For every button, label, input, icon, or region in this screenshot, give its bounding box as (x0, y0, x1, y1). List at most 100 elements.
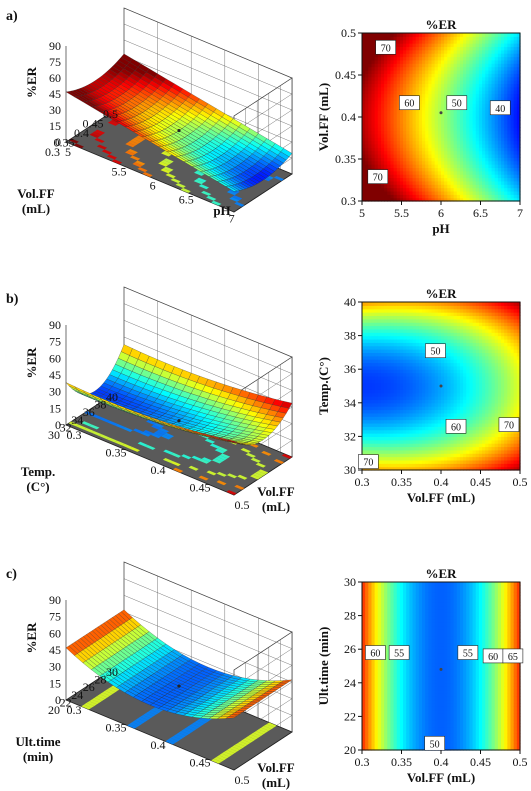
contour-cell (365, 80, 369, 84)
contour-cell (365, 177, 369, 182)
contour-cell (362, 80, 366, 84)
contour-cell (380, 187, 385, 192)
contour-cell (365, 76, 369, 81)
contour-cell (380, 143, 385, 148)
contour-cell (374, 73, 379, 78)
contour-cell (374, 106, 379, 111)
contour-cell (362, 130, 366, 135)
contour-cell (365, 110, 369, 115)
contour-cell (368, 43, 373, 48)
contour-cell (365, 170, 369, 175)
base-contour-cell (135, 135, 147, 141)
contour-cell (368, 59, 373, 64)
contour-cell (368, 164, 373, 168)
contour-cell (380, 93, 385, 98)
contour-cell (362, 69, 366, 74)
z-tick-label: 0 (55, 135, 61, 149)
contour-cell (380, 194, 385, 199)
contour-cell (371, 86, 376, 91)
contour-cell (368, 100, 373, 105)
contour-cell (374, 153, 379, 158)
contour-cell (365, 153, 369, 158)
contour-cell (368, 49, 373, 54)
y-axis-label: Temp. (21, 464, 56, 479)
contour-cell (377, 113, 382, 118)
surface-plot-a: 0153045607590%ER5.566.570.50.450.40.350.… (6, 7, 293, 226)
contour-cell (380, 153, 385, 158)
contour-cell (365, 63, 369, 68)
contour-cell (362, 147, 366, 152)
contour-cell (362, 184, 366, 189)
wall-grid-line (123, 39, 293, 111)
contour-cell (368, 113, 373, 118)
contour-cell (371, 117, 376, 121)
contour-cell (368, 73, 373, 78)
contour-cell (380, 59, 385, 64)
z-tick-label: 30 (49, 103, 61, 117)
contour-cell (384, 106, 388, 111)
contour-cell (371, 113, 376, 118)
base-contour-cell (170, 178, 181, 184)
y-tick-label: 0.35 (335, 152, 356, 166)
contour-cell (371, 49, 376, 54)
contour-cell (374, 36, 379, 41)
contour-cell (371, 56, 376, 61)
contour-cell (380, 63, 385, 68)
contour-cell (371, 33, 376, 37)
panel-label: a) (6, 9, 18, 24)
wall-grid-line (233, 77, 293, 117)
z-axis-label: %ER (24, 347, 39, 379)
contour-cell (365, 86, 369, 91)
contour-cell (362, 120, 366, 125)
contour-value-label: 70 (373, 173, 383, 184)
contour-cell (365, 190, 369, 195)
contour-cell (362, 53, 366, 58)
contour-cell (362, 133, 366, 138)
contour-cell (362, 113, 366, 118)
contour-cell (380, 130, 385, 135)
contour-cell (380, 120, 385, 125)
contour-cell (384, 130, 388, 135)
contour-cell (374, 133, 379, 138)
contour-cell (365, 106, 369, 111)
base-contour-cell (196, 177, 207, 183)
contour-cell (371, 127, 376, 132)
contour-cell (380, 123, 385, 128)
contour-cell (371, 140, 376, 145)
contour-cell (362, 180, 366, 185)
contour-cell (362, 63, 366, 68)
contour-cell (365, 133, 369, 138)
x-axis-label: pH (432, 221, 449, 236)
contour-cell (371, 160, 376, 165)
contour-cell (365, 36, 369, 41)
contour-cell (374, 123, 379, 128)
y-tick-label: 0.3 (341, 194, 356, 208)
base-contour-cell (73, 143, 84, 149)
contour-cell (371, 63, 376, 68)
contour-cell (368, 147, 373, 152)
contour-cell (380, 157, 385, 162)
contour-cell (384, 140, 388, 145)
base-contour-cell (101, 149, 113, 155)
x-tick-label: 7 (517, 206, 523, 220)
base-contour-cell (165, 173, 176, 179)
base-contour-cell (194, 171, 205, 176)
contour-cell (365, 143, 369, 148)
contour-cell (377, 117, 382, 121)
contour-cell (371, 103, 376, 108)
y-tick-label: 32 (60, 420, 72, 434)
contour-cell (374, 93, 379, 98)
contour-cell (368, 194, 373, 199)
surface-plot-b: 0153045607590%ER0.30.350.40.450.54038363… (6, 286, 295, 514)
z-axis-label: %ER (24, 66, 39, 98)
contour-cell (374, 184, 379, 189)
contour-cell (371, 150, 376, 155)
contour-cell (384, 93, 388, 98)
contour-cell (365, 140, 369, 145)
base-contour-cell (234, 201, 245, 207)
y-tick-label: 0.4 (74, 126, 89, 140)
contour-cell (380, 90, 385, 95)
contour-cell (362, 174, 366, 179)
contour-cell (365, 180, 369, 185)
contour-cell (371, 53, 376, 58)
